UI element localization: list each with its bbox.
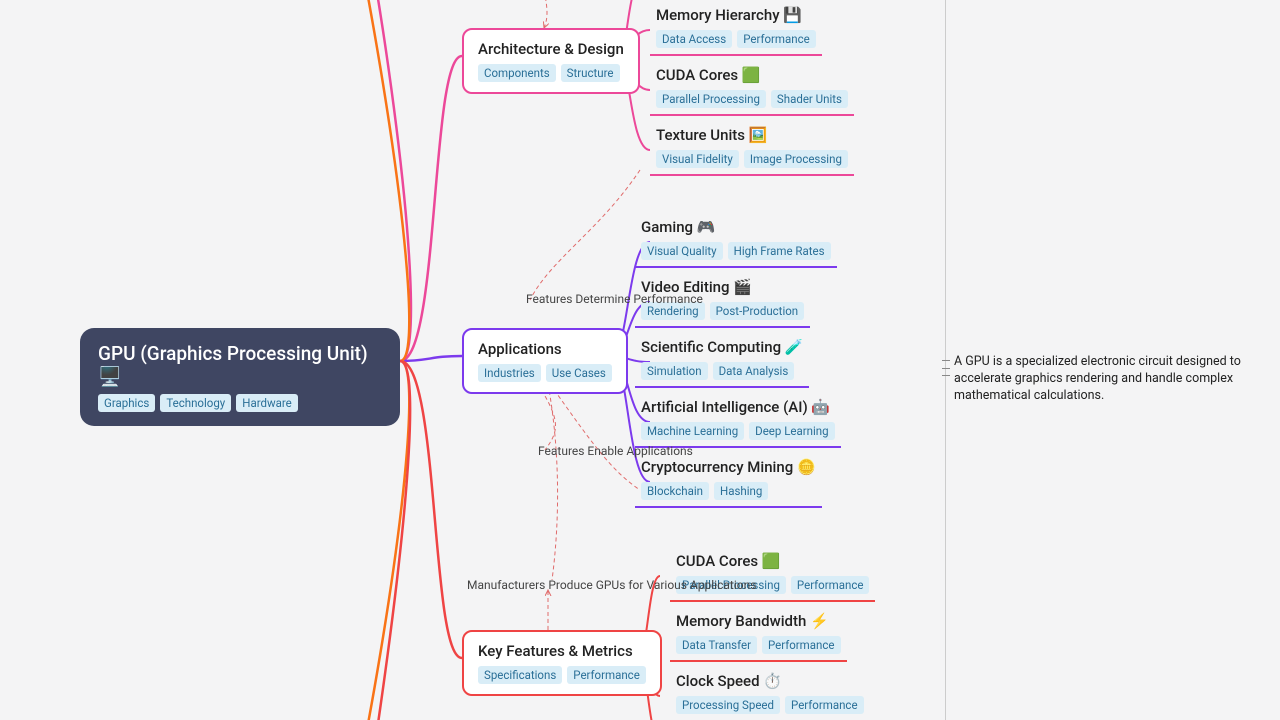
leaf-title: Scientific Computing 🧪 (635, 338, 809, 356)
tag[interactable]: Data Transfer (676, 636, 757, 654)
branch-title: Applications (478, 340, 612, 358)
branch-features[interactable]: Key Features & Metrics Specifications Pe… (462, 630, 662, 696)
tag[interactable]: Image Processing (744, 150, 848, 168)
branch-title: Architecture & Design (478, 40, 624, 58)
side-panel: A GPU is a specialized electronic circui… (945, 0, 1280, 720)
tag[interactable]: Performance (737, 30, 816, 48)
leaf-node[interactable]: Cryptocurrency Mining 🪙 Blockchain Hashing (635, 458, 822, 514)
branch-tags: Components Structure (478, 64, 624, 82)
panel-resize-handle[interactable] (942, 360, 950, 376)
tag[interactable]: Visual Quality (641, 242, 723, 260)
leaf-title: Memory Bandwidth ⚡ (670, 612, 847, 630)
leaf-node[interactable]: Texture Units 🖼️ Visual Fidelity Image Pro… (650, 126, 854, 182)
tag[interactable]: Industries (478, 364, 541, 382)
root-tags: Graphics Technology Hardware (98, 394, 382, 412)
tag[interactable]: Blockchain (641, 482, 709, 500)
tag[interactable]: Graphics (98, 394, 155, 412)
leaf-tags: Visual Quality High Frame Rates (635, 242, 837, 260)
leaf-node[interactable]: Memory Hierarchy 💾 Data Access Performance (650, 6, 822, 62)
leaf-title: Artificial Intelligence (AI) 🤖 (635, 398, 841, 416)
branch-title: Key Features & Metrics (478, 642, 646, 660)
branch-tags: Specifications Performance (478, 666, 646, 684)
leaf-tags: Machine Learning Deep Learning (635, 422, 841, 440)
tag[interactable]: High Frame Rates (728, 242, 831, 260)
leaf-node[interactable]: Scientific Computing 🧪 Simulation Data Ana… (635, 338, 809, 394)
tag[interactable]: Simulation (641, 362, 708, 380)
tag[interactable]: Machine Learning (641, 422, 744, 440)
root-title: GPU (Graphics Processing Unit) 🖥️ (98, 342, 382, 388)
leaf-tags: Processing Speed Performance (670, 696, 870, 714)
tag[interactable]: Hashing (714, 482, 768, 500)
leaf-node[interactable]: CUDA Cores 🟩 Parallel Processing Shader Un… (650, 66, 854, 122)
edge-label: Manufacturers Produce GPUs for Various A… (467, 578, 756, 592)
tag[interactable]: Processing Speed (676, 696, 780, 714)
tag[interactable]: Deep Learning (749, 422, 834, 440)
branch-tags: Industries Use Cases (478, 364, 612, 382)
tag[interactable]: Visual Fidelity (656, 150, 739, 168)
leaf-title: CUDA Cores 🟩 (670, 552, 875, 570)
leaf-title: CUDA Cores 🟩 (650, 66, 854, 84)
leaf-node[interactable]: Video Editing 🎬RenderingPost-Production (635, 278, 810, 334)
tag[interactable]: Performance (567, 666, 646, 684)
leaf-title: Clock Speed ⏱️ (670, 672, 870, 690)
edge-label: Features Enable Applications (538, 444, 693, 458)
leaf-node[interactable]: Clock Speed ⏱️ Processing Speed Performanc… (670, 672, 870, 720)
tag[interactable]: Hardware (236, 394, 298, 412)
tag[interactable]: Technology (160, 394, 231, 412)
tag[interactable]: Use Cases (546, 364, 612, 382)
tag[interactable]: Performance (762, 636, 841, 654)
root-node[interactable]: GPU (Graphics Processing Unit) 🖥️ Graphi… (80, 328, 400, 426)
leaf-node[interactable]: Gaming 🎮 Visual Quality High Frame Rates (635, 218, 837, 274)
tag[interactable]: Structure (561, 64, 620, 82)
tag[interactable]: Components (478, 64, 556, 82)
leaf-tags: Data Access Performance (650, 30, 822, 48)
tag[interactable]: Post-Production (710, 302, 805, 320)
leaf-title: Gaming 🎮 (635, 218, 837, 236)
tag[interactable]: Data Analysis (713, 362, 795, 380)
tag[interactable]: Shader Units (771, 90, 848, 108)
side-panel-description: A GPU is a specialized electronic circui… (954, 354, 1280, 405)
edge-label: Features Determine Performance (526, 292, 703, 306)
branch-applications[interactable]: Applications Industries Use Cases (462, 328, 628, 394)
tag[interactable]: Parallel Processing (656, 90, 766, 108)
tag[interactable]: Data Access (656, 30, 732, 48)
tag[interactable]: Specifications (478, 666, 562, 684)
leaf-tags: Parallel Processing Shader Units (650, 90, 854, 108)
leaf-title: Cryptocurrency Mining 🪙 (635, 458, 822, 476)
leaf-title: Memory Hierarchy 💾 (650, 6, 822, 24)
leaf-tags: Simulation Data Analysis (635, 362, 809, 380)
leaf-title: Texture Units 🖼️ (650, 126, 854, 144)
leaf-tags: Blockchain Hashing (635, 482, 822, 500)
leaf-tags: Visual Fidelity Image Processing (650, 150, 854, 168)
tag[interactable]: Performance (791, 576, 870, 594)
tag[interactable]: Performance (785, 696, 864, 714)
leaf-tags: Data Transfer Performance (670, 636, 847, 654)
leaf-node[interactable]: Memory Bandwidth ⚡ Data Transfer Performan… (670, 612, 847, 668)
branch-architecture[interactable]: Architecture & Design Components Structu… (462, 28, 640, 94)
